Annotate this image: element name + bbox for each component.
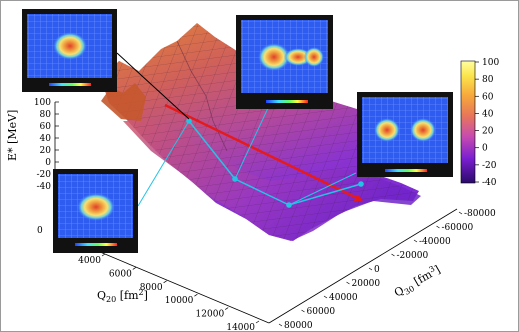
q30-axis-tick-label: 80000: [284, 321, 313, 331]
q30-axis-tick-label: 60000: [307, 307, 336, 317]
q30-axis-tick-mark: [368, 267, 373, 271]
colorbar-tick-label: 40: [482, 109, 494, 119]
e-axis-label: E* [MeV]: [6, 110, 19, 161]
e-axis-tick-label: -20: [37, 170, 52, 180]
colorbar-tick-label: -20: [482, 161, 497, 171]
colorbar-tick-label: -40: [482, 178, 497, 188]
colorbar-ticks: 100 80 60 40 20 0 -20 -40: [475, 58, 499, 188]
density-inset-compact: [22, 9, 117, 92]
q30-axis-tick-mark: [278, 323, 283, 327]
q20-axis-tick-mark: [132, 267, 136, 270]
q30-axis-tick-label: -40000: [419, 237, 451, 247]
colorbar-tick-label: 60: [482, 92, 494, 102]
e-axis-tick-label: 0: [45, 158, 51, 168]
colorbar-tick-label: 0: [482, 144, 488, 154]
q20-axis-tick-mark: [194, 293, 198, 297]
colorbar-gradient: [460, 60, 476, 184]
q30-axis-label: Q30 [fm3]: [392, 262, 444, 301]
q30-axis-tick-label: -20000: [397, 251, 429, 261]
q30-axis-tick-mark: [436, 225, 440, 229]
colorbar-tick-label: 20: [482, 127, 494, 137]
density-inset-elongated: [53, 169, 138, 253]
q20-axis-tick-label: 4000: [78, 256, 101, 266]
e-axis-ticks: 100 80 60 40 20 0 -20 -40: [34, 98, 59, 192]
e-axis-tick-label: 60: [40, 122, 52, 132]
q30-axis-ticks: -80000 -60000 -40000 -20000 0 20000 40000 60000…: [278, 209, 496, 331]
density-inset-neck: [236, 15, 333, 109]
q30-axis-tick-label: 0: [374, 265, 380, 275]
density-inset-separated: [357, 92, 453, 177]
fission-path-point: [358, 181, 364, 187]
q20-axis-tick-label: 10000: [165, 296, 194, 306]
colorbar-tick-label: 100: [482, 58, 499, 68]
fission-path-line: [188, 120, 362, 206]
q20-axis-tick-mark: [163, 280, 167, 284]
surface-left-peak: [101, 83, 146, 121]
e-axis-tick-label: 20: [40, 146, 52, 156]
colorbar: 100 80 60 40 20 0 -20 -40: [460, 58, 499, 188]
inset-leader-lines: [116, 52, 357, 207]
e-axis-tick-label: 80: [40, 110, 52, 120]
q20-axis-tick-mark: [101, 253, 106, 257]
q30-axis-tick-label: -60000: [442, 223, 474, 233]
q20-axis-tick-label: 14000: [226, 323, 255, 331]
e-axis-extra-tick: 0: [37, 226, 43, 236]
q30-axis-tick-mark: [323, 295, 328, 299]
surface-mesh: [101, 23, 419, 241]
leader-line: [234, 107, 269, 180]
q30-axis-tick-mark: [413, 239, 418, 243]
leader-line: [116, 52, 190, 120]
q30-axis-tick-label: 20000: [352, 279, 381, 289]
potential-energy-surface: [101, 23, 421, 241]
q20-axis-tick-label: 8000: [140, 283, 163, 293]
e-axis-tick-label: -40: [37, 182, 52, 192]
e-axis-tick-label: 100: [34, 98, 51, 108]
q30-axis-tick-mark: [301, 309, 305, 313]
q30-axis-tick-mark: [458, 211, 463, 215]
q30-axis-tick-label: -80000: [464, 209, 496, 219]
fission-direction-arrow: [164, 103, 363, 202]
q20-axis-label: Q20 [fm2]: [97, 288, 148, 304]
colorbar-tick-label: 80: [482, 75, 494, 85]
q30-axis-tick-mark: [391, 253, 395, 257]
q20-axis-tick-mark: [225, 307, 229, 310]
q30-axis-tick-label: 40000: [329, 293, 358, 303]
leader-line: [137, 120, 190, 207]
q30-axis-tick-mark: [346, 281, 350, 285]
e-axis-tick-label: 40: [40, 134, 52, 144]
q20-axis-tick-label: 12000: [196, 310, 225, 320]
q20-axis-tick-label: 6000: [109, 269, 132, 279]
leader-line: [288, 172, 357, 206]
q20-axis-tick-mark: [255, 320, 260, 324]
